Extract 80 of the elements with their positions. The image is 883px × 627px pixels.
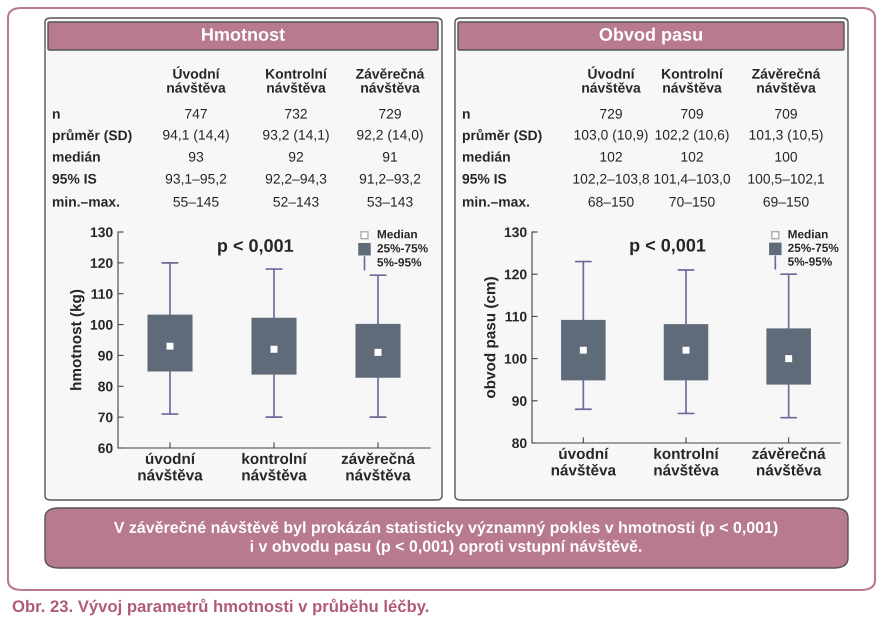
text: 70–150: [670, 196, 715, 207]
text: 53–143: [367, 196, 413, 207]
y-tick-label: 100: [90, 320, 113, 330]
y-tick-label: 70: [98, 412, 113, 422]
text: Obvod pasu: [600, 28, 702, 44]
y-tick-label: 100: [504, 354, 527, 364]
category-label: Závěrečná návštěva: [356, 68, 424, 93]
text: 729: [379, 108, 401, 119]
category-label: medián: [462, 151, 510, 162]
x-tick-label: závěrečná návštěva: [752, 448, 826, 476]
y-tick-label: 90: [98, 350, 113, 361]
annotation: Median: [788, 230, 828, 238]
text: 102,2–103,8: [573, 174, 650, 186]
text: 732: [285, 108, 307, 119]
text: 729: [600, 108, 622, 119]
x-tick-label: úvodní návštěva: [552, 448, 616, 476]
category-label: n: [462, 111, 470, 119]
y-tick-label: 110: [506, 312, 527, 322]
annotation: 5%-95%: [788, 257, 832, 266]
y-axis-title: hmotnost (kg): [70, 290, 84, 390]
category-label: n: [52, 111, 60, 119]
text: 52–143: [273, 196, 319, 207]
text: 69–150: [764, 196, 809, 207]
text: Hmotnost: [202, 28, 285, 41]
text: 101,3 (10,5): [750, 130, 823, 142]
text: 68–150: [588, 196, 634, 207]
x-tick-label: úvodní návštěva: [138, 452, 203, 481]
x-tick-label: kontrolní návštěva: [242, 452, 308, 481]
text: 93,1–95,2: [166, 174, 226, 186]
y-tick-label: 120: [504, 270, 527, 280]
category-label: Úvodní návštěva: [167, 66, 226, 93]
y-tick-label: 110: [92, 289, 113, 299]
category-label: 95% IS: [52, 174, 96, 184]
text: 709: [775, 108, 797, 119]
y-tick-label: 80: [512, 438, 527, 448]
y-tick-label: 120: [90, 258, 113, 268]
category-label: 95% IS: [462, 174, 506, 184]
annotation: 25%-75%: [788, 244, 839, 252]
text: 94,1 (14,4): [163, 130, 229, 142]
category-label: min.–max.: [52, 196, 119, 207]
x-tick-label: závěrečná návštěva: [342, 452, 415, 481]
text: 102: [681, 152, 703, 162]
text: 92,2 (14,0): [357, 130, 423, 142]
y-axis-title: obvod pasu (cm): [484, 277, 498, 398]
text: 93,2 (14,1): [263, 130, 329, 142]
x-tick-label: kontrolní návštěva: [654, 448, 720, 476]
text: 747: [185, 109, 207, 119]
y-tick-label: 80: [98, 382, 113, 392]
text: 101,4–103,0: [654, 174, 730, 186]
annotation: p < 0,001: [218, 239, 294, 256]
category-label: průměr (SD): [52, 128, 132, 144]
text: 100,5–102,1: [748, 174, 824, 186]
text: 103,0 (10,9): [574, 130, 648, 142]
text: 93: [188, 152, 204, 162]
category-label: min.–max.: [462, 196, 529, 207]
text: 102,2 (10,6): [656, 130, 729, 142]
text: V závěrečné návštěvě byl prokázán statisticky významný pokles v hmotnosti (p < 0,001) i v obvodu pasu (p < 0,001) oproti vstupní návštěvě.: [114, 520, 778, 556]
category-label: medián: [52, 151, 100, 162]
text: Obr. 23. Vývoj parametrů hmotnosti v průběhu léčby.: [12, 598, 428, 616]
text: 55–145: [173, 197, 219, 207]
category-label: Kontrolní návštěva: [662, 68, 724, 93]
text: 102: [600, 152, 622, 162]
category-label: Kontrolní návštěva: [266, 68, 328, 93]
annotation: p < 0,001: [630, 238, 706, 256]
y-tick-label: 130: [90, 227, 113, 238]
y-tick-label: 60: [98, 443, 113, 454]
y-tick-label: 130: [504, 227, 527, 238]
annotation: Median: [378, 230, 417, 238]
y-tick-label: 90: [512, 396, 527, 406]
text: 100: [775, 152, 798, 162]
text: 92,2–94,3: [266, 174, 326, 186]
text: 91: [382, 152, 398, 162]
category-label: Závěrečná návštěva: [752, 68, 820, 93]
annotation: 5%-95%: [377, 258, 422, 266]
category-label: průměr (SD): [462, 128, 542, 144]
text: 92: [288, 152, 304, 162]
text: 91,2–93,2: [360, 174, 420, 186]
annotation: 25%-75%: [377, 244, 428, 252]
category-label: Úvodní návštěva: [582, 66, 641, 93]
text: 709: [681, 108, 703, 119]
